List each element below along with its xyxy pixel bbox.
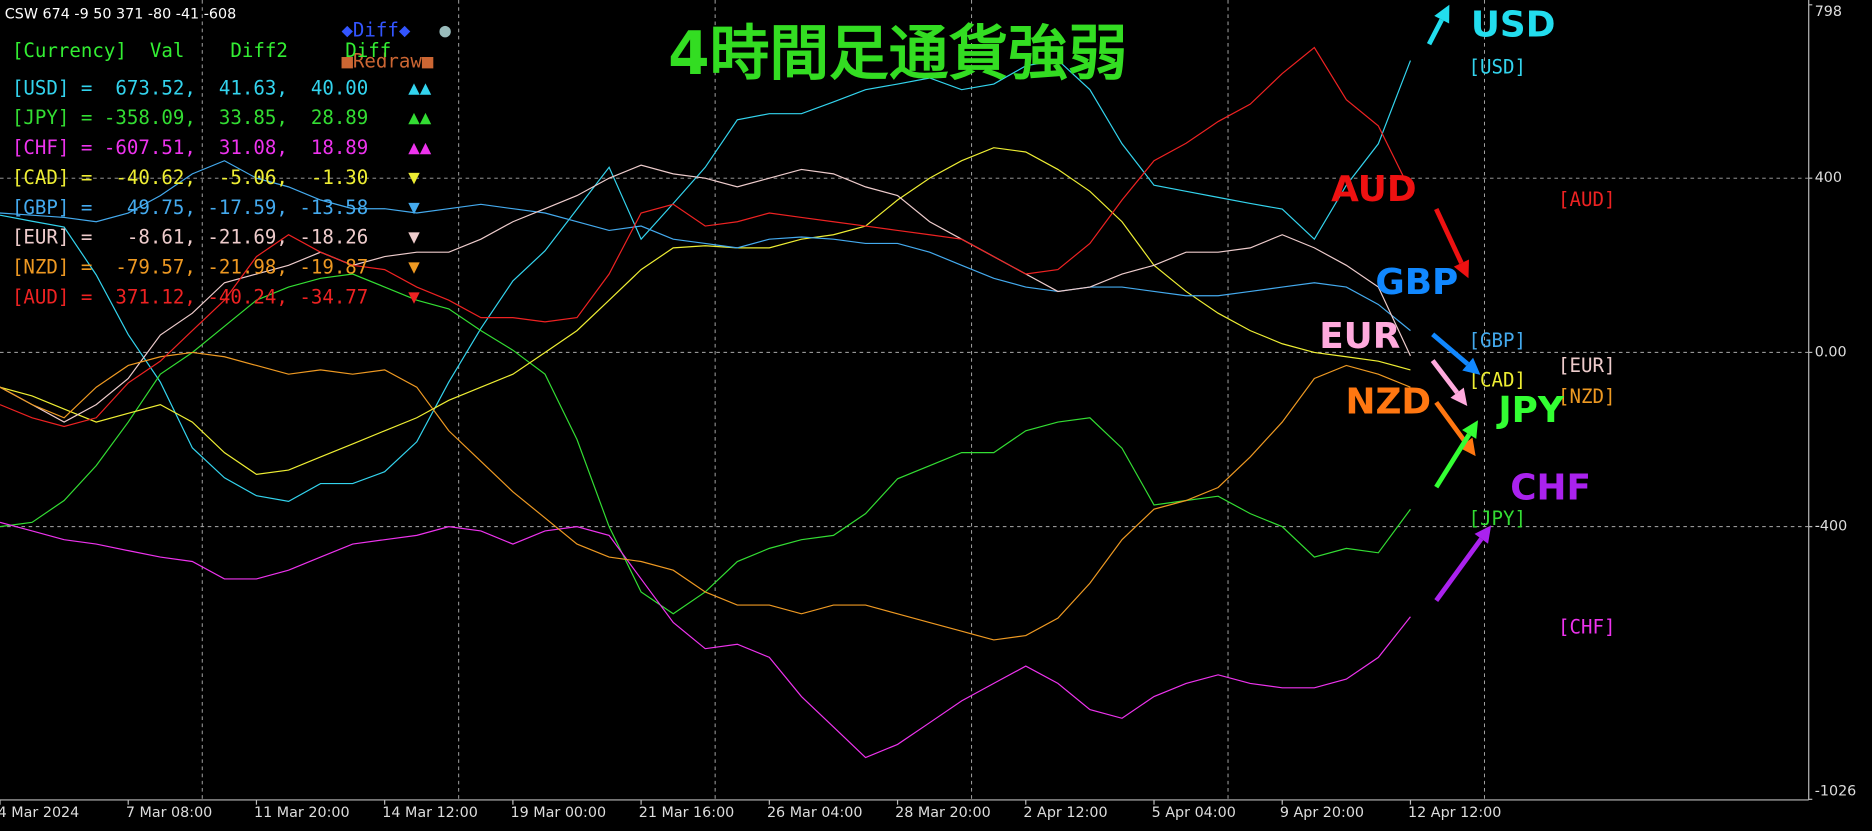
annotation: CHF	[1510, 468, 1591, 509]
end-label: [NZD]	[1558, 385, 1615, 408]
x-tick-label: 28 Mar 20:00	[895, 805, 991, 821]
chart-title: 4時間足通貨強弱	[668, 20, 1127, 89]
indicator-header: CSW 674 -9 50 371 -80 -41 -608	[5, 6, 236, 22]
panel-row: [NZD] = -79.57, -21.98, -19.87	[12, 255, 368, 278]
x-tick-label: 5 Apr 04:00	[1152, 805, 1236, 821]
panel-row: [JPY] = -358.09, 33.85, 28.89	[12, 106, 368, 129]
series-line	[0, 273, 1411, 615]
annotation-arrow	[1434, 207, 1464, 265]
annotation-arrow	[1430, 359, 1460, 395]
end-label: [EUR]	[1558, 354, 1615, 377]
panel-row: [EUR] = -8.61, -21.69, -18.26	[12, 225, 368, 248]
annotation-arrow	[1434, 400, 1468, 445]
panel-currency: [EUR]	[12, 225, 69, 248]
annotation-arrowhead	[1474, 525, 1492, 544]
diff-button[interactable]: ◆Diff◆	[341, 19, 410, 42]
annotation-arrowhead	[1459, 437, 1476, 457]
x-tick-label: 14 Mar 12:00	[382, 805, 478, 821]
series-line	[0, 46, 1411, 428]
panel-arrows: ▼	[408, 195, 420, 218]
annotation-arrow	[1434, 433, 1472, 489]
plot-area: 798 400 0.00 -400 -1026 4 Mar 2024 7 Mar 08:00…	[0, 0, 1856, 821]
annotation-arrowhead	[1434, 4, 1450, 24]
panel-values: = 371.12, -40.24, -34.77	[69, 285, 368, 308]
annotation: AUD	[1331, 169, 1416, 210]
panel-columns: [Currency] Val Diff2 Diff	[12, 39, 391, 62]
annotation-arrowhead	[1453, 259, 1469, 279]
panel-currency: [NZD]	[12, 255, 69, 278]
annotation-arrow	[1434, 537, 1484, 602]
overlay: CSW 674 -9 50 371 -80 -41 -608 4時間足通貨強弱 …	[5, 4, 1616, 638]
panel-values: = -358.09, 33.85, 28.89	[69, 106, 368, 129]
x-tick-label: 26 Mar 04:00	[767, 805, 863, 821]
panel-values: = 49.75, -17.59, -13.58	[69, 195, 368, 218]
annotation-arrowhead	[1462, 420, 1479, 439]
x-tick-label: 12 Apr 12:00	[1408, 805, 1501, 821]
panel-row: [GBP] = 49.75, -17.59, -13.58	[12, 195, 368, 218]
annotation: NZD	[1346, 382, 1432, 423]
x-tick-label: 11 Mar 20:00	[254, 805, 350, 821]
annotation: JPY	[1495, 390, 1565, 431]
panel-arrows: ▲▲	[408, 76, 431, 99]
series-line	[0, 59, 1412, 502]
panel-arrows: ▼	[408, 285, 420, 308]
end-label: [GBP]	[1468, 329, 1525, 352]
end-label: [JPY]	[1468, 507, 1525, 530]
annotation-arrow	[1431, 332, 1470, 366]
panel-row: [AUD] = 371.12, -40.24, -34.77	[12, 285, 368, 308]
annotation: EUR	[1319, 316, 1400, 357]
series-line	[0, 160, 1411, 332]
panel-row: [CAD] = -40.62, -5.06, -1.30	[12, 165, 368, 188]
series-line	[0, 521, 1411, 759]
annotation-arrow	[1426, 18, 1444, 46]
y-tick-label: 400	[1815, 170, 1842, 186]
end-label: [CAD]	[1468, 368, 1525, 391]
panel-row: [CHF] = -607.51, 31.08, 18.89	[12, 136, 368, 159]
dot-button[interactable]: ●	[439, 19, 451, 42]
series-line	[0, 351, 1411, 641]
panel-values: = 673.52, 41.63, 40.00	[69, 76, 368, 99]
y-tick-label: 0.00	[1815, 344, 1847, 360]
panel-currency: [CAD]	[12, 165, 69, 188]
panel-currency: [AUD]	[12, 285, 69, 308]
y-tick-label: 798	[1815, 4, 1842, 20]
end-label: [CHF]	[1558, 616, 1615, 639]
panel-values: = -607.51, 31.08, 18.89	[69, 136, 368, 159]
y-tick-label: -400	[1815, 519, 1847, 535]
end-label: [USD]	[1468, 56, 1525, 79]
redraw-button[interactable]: ■Redraw■	[341, 50, 433, 73]
series-line	[0, 147, 1411, 475]
x-tick-label: 21 Mar 16:00	[639, 805, 735, 821]
panel-arrows: ▲▲	[408, 136, 431, 159]
x-tick-label: 2 Apr 12:00	[1023, 805, 1107, 821]
panel-values: = -8.61, -21.69, -18.26	[69, 225, 368, 248]
x-tick-label: 19 Mar 00:00	[511, 805, 607, 821]
series-line	[0, 164, 1411, 423]
panel-currency: [JPY]	[12, 106, 69, 129]
panel-values: = -40.62, -5.06, -1.30	[69, 165, 368, 188]
panel-arrows: ▼	[408, 165, 420, 188]
annotation: USD	[1471, 4, 1556, 45]
annotation-arrowhead	[1462, 357, 1481, 375]
panel-currency: [USD]	[12, 76, 69, 99]
end-label: [AUD]	[1558, 188, 1615, 211]
x-tick-label: 7 Mar 08:00	[126, 805, 212, 821]
panel-row: [USD] = 673.52, 41.63, 40.00	[12, 76, 368, 99]
panel-arrows: ▲▲	[408, 106, 431, 129]
panel-arrows: ▼	[408, 255, 420, 278]
y-tick-label: -1026	[1815, 784, 1857, 800]
panel-currency: [CHF]	[12, 136, 69, 159]
panel-currency: [GBP]	[12, 195, 69, 218]
x-tick-label: 4 Mar 2024	[0, 805, 79, 821]
annotation: GBP	[1375, 262, 1458, 303]
panel-values: = -79.57, -21.98, -19.87	[69, 255, 368, 278]
x-tick-label: 9 Apr 20:00	[1280, 805, 1364, 821]
panel-arrows: ▼	[408, 225, 420, 248]
annotation-arrowhead	[1450, 387, 1468, 406]
